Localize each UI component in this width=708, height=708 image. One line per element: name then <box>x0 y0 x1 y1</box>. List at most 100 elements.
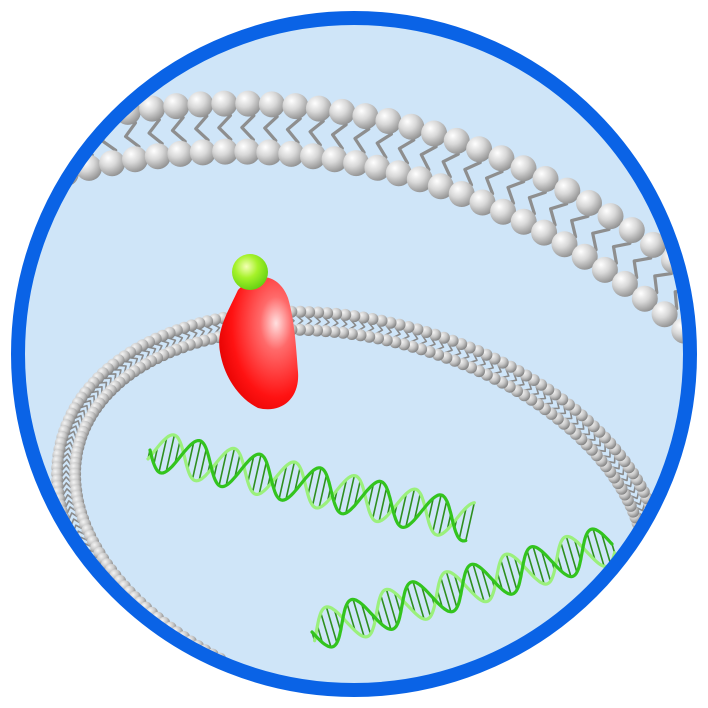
dna-base-pair <box>186 442 195 470</box>
outer-membrane-lipid-head <box>469 189 496 216</box>
dna-base-pair <box>378 487 388 522</box>
outer-membrane-lipid-head <box>211 90 238 117</box>
dna-base-pair <box>198 448 208 481</box>
dna-base-pair <box>500 559 512 595</box>
inner-membrane-lipid-tail <box>644 558 664 566</box>
inner-membrane-lipid-tail <box>644 552 664 561</box>
outer-membrane-lipid-head <box>490 198 517 225</box>
inner-membrane-lipid-tail <box>642 540 662 550</box>
dna-base-pair <box>465 502 476 541</box>
inner-membrane-lipid-head <box>330 307 343 320</box>
outer-membrane-lipid-head <box>235 90 262 117</box>
inner-membrane-lipid-head <box>638 561 651 574</box>
inner-membrane-lipid-head <box>653 530 666 543</box>
dna-base-pair <box>352 599 365 637</box>
dna-base-pair <box>560 542 572 577</box>
outer-membrane-lipid-head <box>41 113 68 140</box>
dna-base-pair <box>592 528 605 567</box>
outer-membrane-lipid-head <box>329 98 356 125</box>
dna-base-pairs <box>147 434 476 541</box>
outer-membrane-lipid-head <box>139 95 166 122</box>
inner-membrane-lipid-head <box>656 549 669 562</box>
outer-membrane-lipid-head <box>278 140 305 167</box>
inner-membrane-lipid-head <box>384 316 397 329</box>
outer-membrane-lipid-head <box>65 107 92 134</box>
inner-membrane-lipid-head <box>294 305 307 318</box>
outer-membrane-lipid-head <box>531 219 558 246</box>
inner-membrane-lipid-head <box>190 659 203 672</box>
inner-membrane-lipid-head <box>375 314 388 327</box>
dna-base-pair <box>432 494 442 532</box>
dna-base-pair <box>480 568 492 600</box>
dna-base-pair <box>586 532 596 561</box>
outer-membrane-lipid-head <box>234 138 261 165</box>
outer-membrane-lipid-head <box>427 173 454 200</box>
outer-membrane-lipid-head <box>163 93 190 120</box>
outer-membrane-lipid-head <box>212 138 239 165</box>
inner-membrane-lipid-head <box>311 324 323 337</box>
dna-strand-light <box>146 433 476 537</box>
dna-base-pair <box>412 581 425 620</box>
dna-base-pair <box>540 550 552 582</box>
inner-membrane-lipid-head <box>339 308 352 321</box>
dna-base-pair <box>294 467 301 492</box>
inner-membrane-lipid-head <box>312 306 325 319</box>
outer-membrane-lipid-head <box>651 301 678 328</box>
outer-membrane-lipid-head <box>321 146 348 173</box>
outer-membrane-lipid-head <box>187 91 214 118</box>
cell-frame <box>11 11 697 697</box>
outer-membrane-lipid-head <box>591 256 618 283</box>
dna-base-pair <box>174 441 181 464</box>
outer-membrane-lipid-head <box>488 145 515 172</box>
outer-membrane-lipid-head <box>300 143 326 170</box>
outer-membrane-lipid-head <box>144 143 171 170</box>
dna-base-pair <box>251 454 262 493</box>
outer-membrane-lipid-head <box>421 120 448 147</box>
dna-base-pair <box>338 479 348 513</box>
dna-base-pair <box>258 461 268 495</box>
dna-base-pair <box>472 563 485 602</box>
outer-membrane-lipid-head <box>554 177 581 204</box>
inner-membrane-lipid-tail <box>642 533 661 544</box>
dna-base-pair <box>398 493 408 526</box>
dna-base-pair <box>427 498 435 521</box>
outer-membrane-lipid-head <box>258 91 285 118</box>
outer-membrane-lipid-head <box>189 139 216 166</box>
dna-base-pair <box>191 441 202 480</box>
dna-base-pair <box>453 574 462 596</box>
dna-base-pair <box>565 536 578 573</box>
dna-base-pair <box>367 484 375 508</box>
dna-base-pair <box>225 448 236 486</box>
outer-membrane-lipid-head <box>352 103 379 130</box>
outer-membrane-lipid-head <box>571 243 598 270</box>
outer-membrane-lipid-head <box>122 146 148 173</box>
dna-base-pair <box>380 594 392 630</box>
inner-membrane-lipid-head <box>366 313 379 325</box>
inner-membrane-lipid-head <box>656 555 669 568</box>
inner-membrane-lipid-head <box>402 321 415 333</box>
receptor-protein <box>219 276 299 410</box>
inner-membrane-lipid-head <box>655 543 668 556</box>
dna-base-pair <box>438 500 448 536</box>
receptor-shape <box>219 276 299 410</box>
outer-membrane-lipid-head <box>576 190 602 216</box>
dna-base-pair <box>532 546 545 585</box>
dna-base-pair <box>218 451 228 486</box>
outer-membrane-lipid-head <box>364 154 391 181</box>
dna-base-pair <box>413 493 422 520</box>
dna-base-pair <box>466 568 476 596</box>
dna-helix-upper <box>146 433 476 543</box>
dna-base-pair <box>285 461 296 500</box>
dna-base-pair <box>346 603 356 631</box>
outer-membrane-lipid-head <box>256 139 283 166</box>
dna-base-pair <box>573 539 582 561</box>
inner-membrane-lipid-head <box>182 655 195 668</box>
dna-base-pair <box>600 533 612 564</box>
dna-base-pair <box>307 470 315 496</box>
outer-membrane-lipid-head <box>703 281 708 307</box>
outer-membrane-lipid-head <box>551 231 578 258</box>
dna-base-pair <box>318 474 328 508</box>
dna-base-pair <box>333 609 342 631</box>
inner-membrane-lipid-head <box>655 536 667 549</box>
